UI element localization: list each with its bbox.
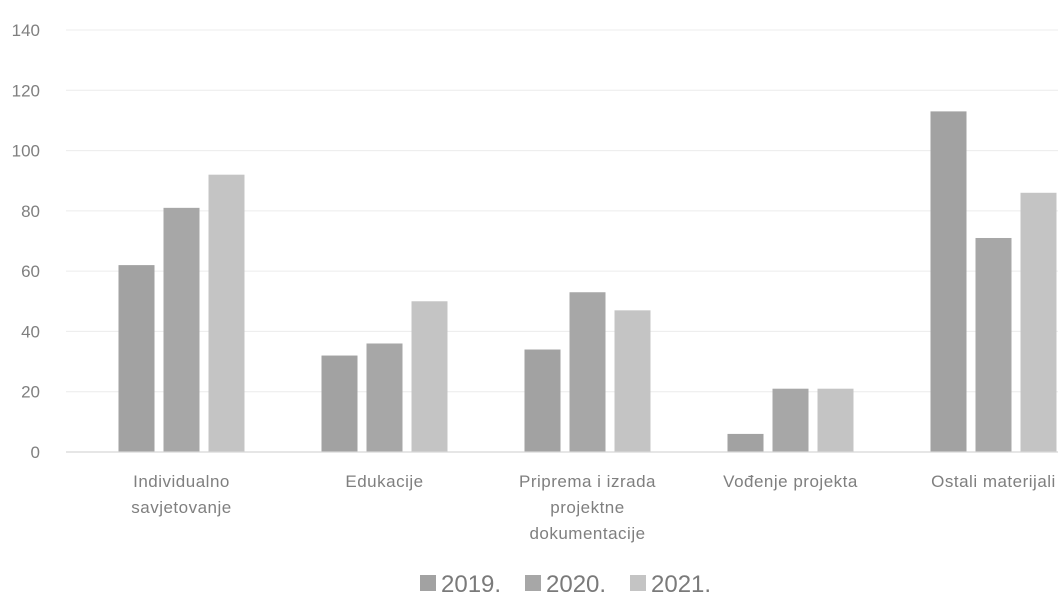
- bar-2021-cat-1: [411, 301, 448, 452]
- bar-2020-cat-3: [772, 388, 809, 452]
- y-tick-label-40: 40: [21, 322, 40, 341]
- legend-label-2021: 2021.: [651, 571, 711, 598]
- x-axis-category-labels: Individualno savjetovanje Edukacije Priprem…: [131, 472, 1056, 543]
- y-tick-label-120: 120: [12, 81, 40, 100]
- y-tick-label-140: 140: [12, 21, 40, 40]
- bars: [118, 111, 1057, 452]
- bar-2021-cat-2: [614, 310, 651, 452]
- legend-label-2019: 2019.: [441, 571, 501, 598]
- x-category-label-3: Vođenje projekta: [723, 472, 858, 491]
- y-axis-ticks: 0 20 40 60 80 100 120 140: [12, 21, 40, 462]
- legend-swatch-2021: [630, 575, 646, 591]
- x-category-label-0: Individualno savjetovanje: [131, 472, 232, 517]
- y-tick-label-80: 80: [21, 202, 40, 221]
- bar-2021-cat-0: [208, 174, 245, 452]
- bar-2020-cat-4: [975, 237, 1012, 452]
- legend-swatch-2019: [420, 575, 436, 591]
- legend-item-2019[interactable]: 2019.: [420, 571, 501, 598]
- x-category-label-4: Ostali materijali: [931, 472, 1056, 491]
- legend-swatch-2020: [525, 575, 541, 591]
- y-tick-label-100: 100: [12, 142, 40, 161]
- legend[interactable]: 2019. 2020. 2021.: [420, 571, 711, 598]
- bar-2020-cat-0: [163, 207, 200, 452]
- y-tick-label-60: 60: [21, 262, 40, 281]
- bar-2021-cat-4: [1020, 192, 1057, 452]
- bar-2019-cat-0: [118, 265, 155, 452]
- x-category-label-1: Edukacije: [345, 472, 423, 491]
- y-tick-label-0: 0: [31, 443, 40, 462]
- bar-2019-cat-4: [930, 111, 967, 452]
- bar-2019-cat-2: [524, 349, 561, 452]
- legend-label-2020: 2020.: [546, 571, 606, 598]
- legend-item-2020[interactable]: 2020.: [525, 571, 606, 598]
- legend-item-2021[interactable]: 2021.: [630, 571, 711, 598]
- bar-2020-cat-2: [569, 292, 606, 452]
- bar-2019-cat-3: [727, 433, 764, 452]
- bar-2019-cat-1: [321, 355, 358, 452]
- x-category-label-2: Priprema i izrada projektne dokumentacije: [519, 472, 656, 543]
- bar-2020-cat-1: [366, 343, 403, 452]
- y-tick-label-20: 20: [21, 383, 40, 402]
- bar-2021-cat-3: [817, 388, 854, 452]
